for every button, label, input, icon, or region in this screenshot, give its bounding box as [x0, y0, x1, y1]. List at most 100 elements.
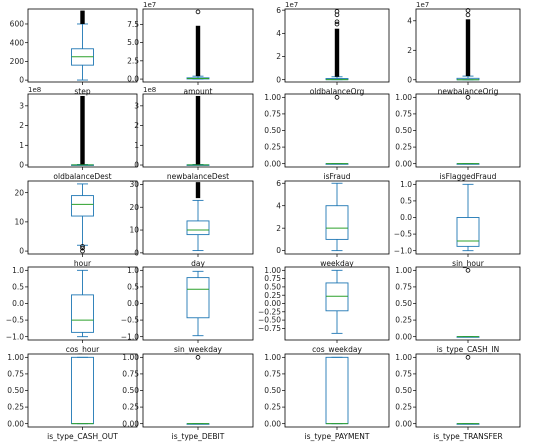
y-tick-label: 10	[129, 226, 139, 235]
y-tick-label: 0.50	[264, 283, 281, 292]
boxplot-panel-day: 0 10 20 30 day	[129, 180, 254, 268]
x-tick-label: sin_hour	[452, 259, 485, 268]
scale-offset-label: 1e7	[143, 1, 156, 9]
y-tick-label: −1.0	[394, 246, 412, 255]
y-tick-label: 0.50	[395, 126, 412, 135]
boxplot-panel-step: 0 200 400 600 step	[10, 8, 138, 96]
x-tick-label: cos_hour	[66, 345, 100, 354]
y-tick-label: 0.75	[395, 110, 412, 119]
y-tick-label: 20	[14, 188, 24, 197]
boxplot-panel-is_type_PAYMENT: 0.00 0.25 0.50 0.75 1.00 is_type_PAYMENT	[264, 353, 390, 441]
outlier-band	[195, 25, 201, 77]
y-tick-label: 7.5	[127, 20, 139, 29]
y-tick-label: 0.75	[264, 274, 281, 283]
boxplot-panel-newbalanceOrig: 0 2 4 1e7 newbalanceOrig	[407, 1, 521, 96]
y-tick-label: 0.00	[264, 159, 281, 168]
boxplot-panel-is_type_TRANSFER: 0.00 0.25 0.50 0.75 1.00 is_type_TRANSFER	[395, 353, 521, 441]
y-tick-label: 1	[19, 141, 24, 150]
y-tick-label: 0.75	[395, 370, 412, 379]
y-tick-label: 4	[276, 29, 281, 38]
y-tick-label: −0.5	[394, 230, 412, 239]
y-tick-label: 1.0	[12, 266, 24, 275]
y-tick-label: −0.75	[258, 324, 281, 333]
x-tick-label: weekday	[320, 259, 354, 268]
x-tick-label: newbalanceDest	[167, 172, 229, 181]
outlier-point	[465, 95, 471, 100]
y-tick-label: 0.0	[127, 75, 139, 84]
y-tick-label: −1.0	[121, 332, 139, 341]
y-tick-label: 0.00	[395, 419, 412, 428]
iqr-box	[71, 195, 94, 217]
scale-offset-label: 1e7	[416, 1, 429, 9]
outlier-point	[334, 9, 340, 14]
y-tick-label: 3	[19, 101, 24, 110]
y-tick-label: 2.5	[127, 56, 139, 65]
y-tick-label: 0.75	[264, 370, 281, 379]
iqr-box	[325, 356, 349, 425]
y-tick-label: 0.75	[122, 370, 139, 379]
y-tick-label: 0	[134, 248, 139, 257]
x-tick-label: oldbalanceOrg	[310, 87, 365, 96]
y-tick-label: 0.25	[264, 403, 281, 412]
boxplot-panel-is_type_CASH_IN: 0.00 0.25 0.50 0.75 1.00 is_type_CASH_IN	[395, 266, 521, 354]
y-tick-label: 1.00	[395, 353, 412, 362]
y-tick-label: 0	[19, 76, 24, 85]
outlier-band	[80, 10, 85, 24]
y-tick-label: 4	[407, 16, 412, 25]
axes-frame	[142, 353, 254, 428]
y-tick-label: 1.00	[7, 353, 24, 362]
y-tick-label: 0.5	[127, 283, 139, 292]
y-tick-label: −0.50	[258, 316, 281, 325]
y-tick-label: 0.50	[7, 386, 24, 395]
x-tick-label: is_type_CASH_OUT	[47, 432, 118, 441]
x-tick-label: isFraud	[324, 172, 351, 181]
y-tick-label: −1.0	[6, 332, 24, 341]
outlier-point	[465, 268, 471, 273]
y-tick-label: 1.0	[127, 266, 139, 275]
y-tick-label: 0	[276, 75, 281, 84]
y-tick-label: 0	[407, 75, 412, 84]
y-tick-label: 0.00	[395, 159, 412, 168]
y-tick-label: 2	[407, 46, 412, 55]
y-tick-label: 2	[276, 224, 281, 233]
outlier-point	[195, 355, 201, 360]
boxplot-panel-cos_weekday: −0.75−0.50−0.250.000.250.500.751.00 cos_w…	[258, 266, 390, 354]
y-tick-label: 0.25	[7, 403, 24, 412]
y-tick-label: 400	[10, 38, 25, 47]
y-tick-label: 0.75	[395, 283, 412, 292]
y-tick-label: 20	[129, 203, 139, 212]
boxplot-panel-weekday: 0 2 4 6 weekday	[276, 179, 390, 268]
y-tick-label: 0.5	[400, 197, 412, 206]
y-tick-label: 0.00	[264, 299, 281, 308]
iqr-box	[71, 356, 94, 425]
outlier-band	[465, 19, 471, 77]
y-tick-label: 0	[276, 246, 281, 255]
boxplot-panel-is_type_DEBIT: 0.00 0.25 0.50 0.75 1.00 is_type_DEBIT	[122, 353, 254, 441]
y-tick-label: 0.75	[7, 370, 24, 379]
y-tick-label: 30	[129, 180, 139, 189]
x-tick-label: sin_weekday	[174, 345, 223, 354]
y-tick-label: 0.50	[395, 299, 412, 308]
boxplot-panel-newbalanceDest: 0 1 2 3 1e8 newbalanceDest	[134, 86, 254, 181]
outlier-point	[465, 8, 471, 13]
outlier-point	[465, 355, 471, 360]
y-tick-label: 0.50	[395, 386, 412, 395]
boxplot-panel-hour: 0 10 20 hour	[14, 180, 138, 268]
boxplot-panel-is_type_CASH_OUT: 0.00 0.25 0.50 0.75 1.00 is_type_CASH_OUT	[7, 353, 138, 441]
y-tick-label: 2	[19, 121, 24, 130]
iqr-box	[325, 205, 349, 240]
x-tick-label: is_type_DEBIT	[172, 432, 225, 441]
boxplot-panel-oldbalanceOrg: 0 2 4 6 1e7 oldbalanceOrg	[276, 1, 390, 96]
y-tick-label: 0.25	[395, 316, 412, 325]
iqr-box	[456, 217, 480, 247]
y-tick-label: 0.0	[12, 299, 24, 308]
outlier-point	[334, 21, 340, 27]
outlier-band	[334, 28, 340, 77]
y-tick-label: 5.0	[127, 38, 139, 47]
boxplot-panel-isFraud: 0.00 0.25 0.50 0.75 1.00 isFraud	[264, 93, 390, 181]
y-tick-label: 1.00	[264, 93, 281, 102]
y-tick-label: 0.25	[122, 403, 139, 412]
y-tick-label: 600	[10, 20, 25, 29]
boxplot-panel-cos_hour: −1.0 −0.5 0.0 0.5 1.0 cos_hour	[6, 266, 138, 354]
